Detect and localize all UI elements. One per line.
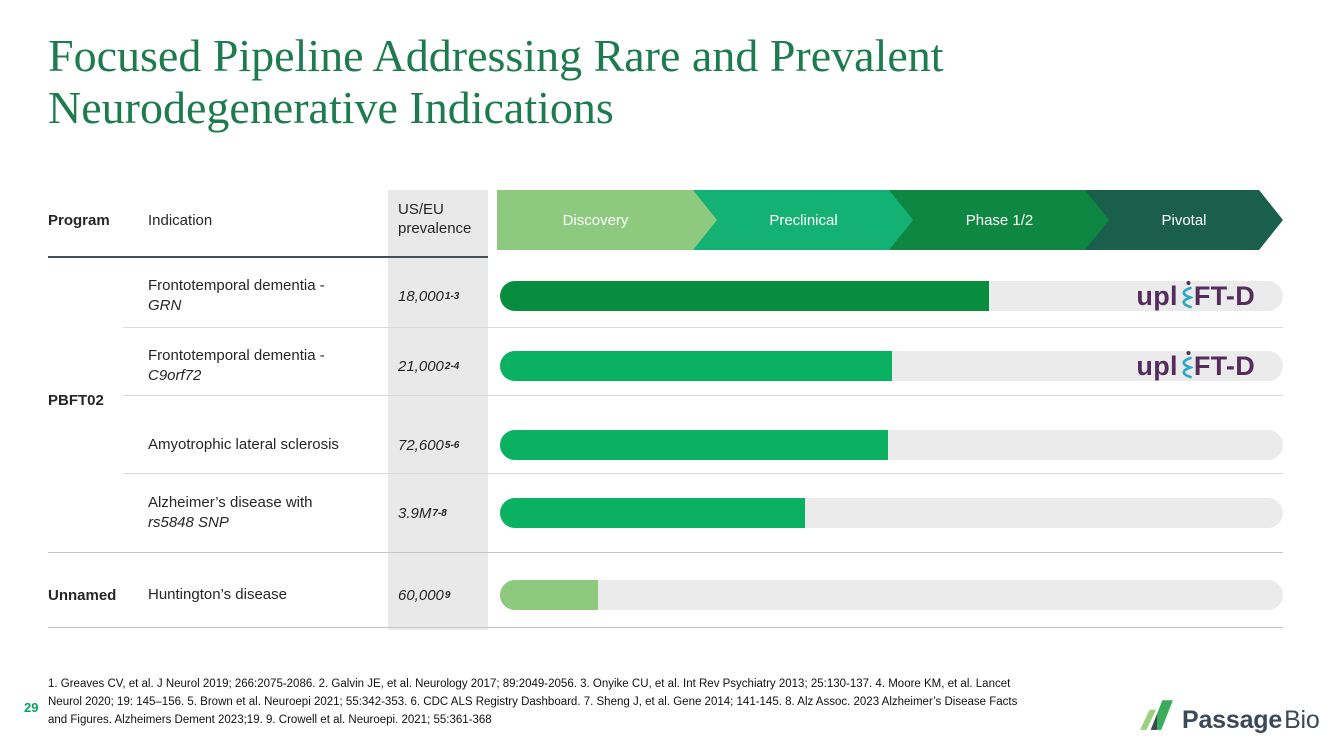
table-bottom-separator — [48, 627, 1283, 628]
pipeline-row-alzheimers: Alzheimer’s disease with rs5848 SNP 3.9M… — [0, 478, 1333, 548]
program-label-unnamed: Unnamed — [48, 586, 117, 604]
prevalence-huntingtons: 60,000 9 — [398, 560, 484, 630]
indication-alzheimers: Alzheimer’s disease with rs5848 SNP — [148, 478, 388, 548]
progress-track — [500, 281, 1283, 311]
prevalence-alzheimers: 3.9M 7-8 — [398, 478, 484, 548]
indication-ftd-grn: Frontotemporal dementia - GRN — [148, 261, 388, 331]
footnotes: 1. Greaves CV, et al. J Neurol 2019; 266… — [48, 676, 1093, 729]
prevalence-value: 72,600 — [398, 436, 444, 454]
prevalence-refs: 5-6 — [444, 439, 460, 451]
dna-helix-icon — [1179, 280, 1193, 312]
progress-track — [500, 351, 1283, 381]
indication-text: Frontotemporal dementia - — [148, 346, 325, 364]
phase-chevron-discovery: Discovery — [497, 190, 718, 250]
brand-word-bio: Bio — [1284, 706, 1320, 734]
indication-als: Amyotrophic lateral sclerosis — [148, 410, 388, 480]
prevalence-refs: 7-8 — [432, 507, 447, 519]
indication-huntingtons: Huntington’s disease — [148, 560, 388, 630]
program-label-pbft02: PBFT02 — [48, 391, 104, 409]
progress-fill — [500, 580, 598, 610]
prevalence-column-band — [388, 190, 488, 630]
prevalence-ftd-c9orf72: 21,000 2-4 — [398, 331, 484, 401]
uplift-suffix: FT-D — [1193, 280, 1255, 311]
progress-track — [500, 580, 1283, 610]
phase-chevron-pivotal: Pivotal — [1085, 190, 1283, 250]
phase-chevron-phase12: Phase 1/2 — [889, 190, 1110, 250]
prevalence-refs: 1-3 — [444, 290, 460, 302]
uplift-d-logo: upl FT-D — [1136, 261, 1255, 331]
row-separator — [123, 395, 1283, 396]
progress-fill — [500, 498, 806, 528]
column-header-indication: Indication — [148, 211, 213, 229]
indication-text: Frontotemporal dementia - — [148, 276, 325, 294]
uplift-d-logo: upl FT-D — [1136, 331, 1255, 401]
brand-word-passage: Passage — [1182, 706, 1283, 734]
prevalence-value: 60,000 — [398, 586, 444, 604]
progress-track — [500, 430, 1283, 460]
passage-bio-icon — [1138, 696, 1174, 737]
indication-ftd-c9orf72: Frontotemporal dementia - C9orf72 — [148, 331, 388, 401]
indication-gene: GRN — [148, 297, 182, 314]
passage-bio-logo: Passage Bio — [1138, 696, 1320, 737]
prevalence-value: 18,000 — [398, 287, 444, 305]
footnote-line: 1. Greaves CV, et al. J Neurol 2019; 266… — [48, 678, 1011, 690]
row-separator — [123, 327, 1283, 328]
passage-bio-wordmark: Passage Bio — [1182, 708, 1320, 737]
prevalence-refs: 9 — [444, 589, 451, 601]
header-underline — [48, 256, 488, 258]
page-title-line2: Neurodegenerative Indications — [48, 81, 614, 133]
phase-chevron-preclinical: Preclinical — [693, 190, 914, 250]
progress-track — [500, 498, 1283, 528]
indication-text: Huntington’s disease — [148, 585, 287, 603]
group-separator — [48, 552, 1283, 553]
uplift-suffix: FT-D — [1193, 350, 1255, 381]
prevalence-refs: 2-4 — [444, 360, 460, 372]
indication-text: Amyotrophic lateral sclerosis — [148, 435, 339, 453]
phase-label-preclinical: Preclinical — [769, 211, 838, 229]
progress-fill — [500, 351, 892, 381]
row-separator — [123, 473, 1283, 474]
uplift-prefix: upl — [1136, 280, 1178, 311]
pipeline-row-ftd-grn: Frontotemporal dementia - GRN 18,000 1-3 … — [0, 261, 1333, 331]
page-title: Focused Pipeline Addressing Rare and Pre… — [48, 30, 1148, 134]
prevalence-value: 21,000 — [398, 357, 444, 375]
pipeline-row-huntingtons: Unnamed Huntington’s disease 60,000 9 — [0, 560, 1333, 630]
page-number: 29 — [24, 700, 39, 715]
page-title-line1: Focused Pipeline Addressing Rare and Pre… — [48, 30, 944, 81]
footnote-line: Neurol 2020; 19: 145–156. 5. Brown et al… — [48, 695, 1018, 708]
column-header-prevalence: US/EU prevalence — [398, 201, 472, 237]
prevalence-als: 72,600 5-6 — [398, 410, 484, 480]
progress-fill — [500, 430, 888, 460]
indication-text: Alzheimer’s disease with — [148, 493, 313, 511]
indication-gene: rs5848 SNP — [148, 514, 229, 531]
pipeline-row-als: Amyotrophic lateral sclerosis 72,600 5-6 — [0, 410, 1333, 480]
phase-label-discovery: Discovery — [562, 211, 629, 229]
phase-label-phase12: Phase 1/2 — [965, 211, 1034, 229]
prevalence-value: 3.9M — [398, 504, 432, 522]
phase-label-pivotal: Pivotal — [1161, 211, 1207, 229]
footnote-line: and Figures. Alzheimers Dement 2023;19. … — [48, 713, 492, 726]
uplift-prefix: upl — [1136, 350, 1178, 381]
prevalence-ftd-grn: 18,000 1-3 — [398, 261, 484, 331]
column-header-program: Program — [48, 211, 110, 229]
progress-fill — [500, 281, 990, 311]
pipeline-row-ftd-c9orf72: Frontotemporal dementia - C9orf72 21,000… — [0, 331, 1333, 401]
indication-gene: C9orf72 — [148, 367, 202, 384]
dna-helix-icon — [1179, 350, 1193, 382]
